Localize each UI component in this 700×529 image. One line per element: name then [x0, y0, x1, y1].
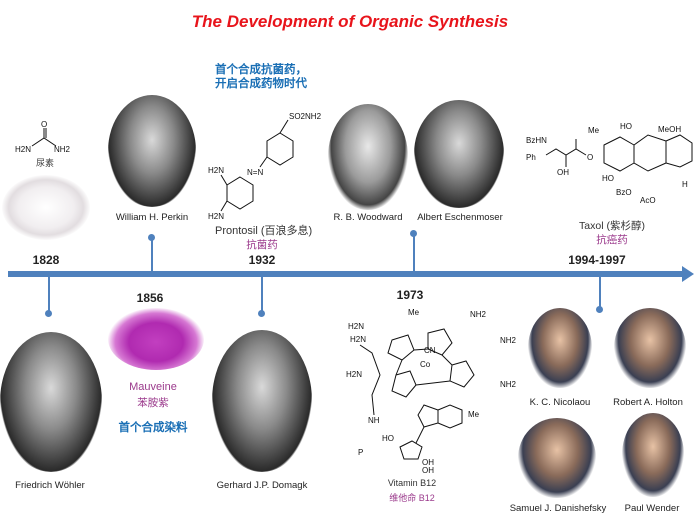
name-wender: Paul Wender: [624, 503, 680, 514]
mauveine-note: 首个合成染料: [118, 422, 188, 434]
atom-label: Co: [420, 360, 431, 369]
vitamin-b12-structure: Co CN H2N NH2 NH2 H2N NH2 H2N NH Me Me H…: [346, 308, 517, 475]
atom-label: AcO: [640, 196, 656, 205]
name-perkin: William H. Perkin: [115, 212, 189, 223]
atom-label: OH: [422, 458, 434, 467]
atom-label: O: [587, 153, 593, 162]
atom-label: HO: [382, 434, 394, 443]
diagram-title: The Development of Organic Synthesis: [191, 12, 509, 31]
atom-label: BzHN: [526, 136, 547, 145]
connector-dot-1932: [258, 310, 265, 317]
atom-label: MeOH: [658, 125, 681, 134]
atom-label: NH2: [470, 310, 487, 319]
atom-label: Ph: [526, 153, 536, 162]
connector-1828: [48, 277, 50, 313]
portrait-eschenmoser: [414, 100, 504, 208]
name-domagk: Gerhard J.P. Domagk: [216, 480, 308, 491]
portrait-perkin: [108, 95, 196, 207]
connector-dot-1973: [410, 230, 417, 237]
name-eschenmoser: Albert Eschenmoser: [417, 212, 503, 223]
atom-label: H2N: [208, 212, 224, 221]
year-1856: 1856: [136, 291, 164, 305]
atom-label: H: [682, 180, 688, 189]
b12-name: Vitamin B12: [387, 478, 437, 488]
connector-dot-1828: [45, 310, 52, 317]
mauveine-name: Mauveine: [129, 381, 177, 393]
atom-label: O: [41, 120, 47, 129]
portrait-wender: [622, 413, 684, 497]
portrait-holton: [614, 308, 686, 388]
connector-dot-1856: [148, 234, 155, 241]
atom-label: P: [358, 448, 363, 457]
year-1973: 1973: [396, 288, 424, 302]
urea-label: 尿素: [35, 158, 54, 168]
atom-label: NH2: [500, 380, 517, 389]
atom-label: H2N: [15, 145, 31, 154]
name-nicolaou: K. C. Nicolaou: [529, 397, 591, 408]
prontosil-name: Prontosil (百浪多息): [215, 225, 313, 237]
prontosil-note-line1: 首个合成抗菌药，: [215, 64, 307, 76]
atom-label: HO: [620, 122, 632, 131]
portrait-woodward: [328, 104, 408, 210]
atom-label: NH: [368, 416, 380, 425]
mauveine-powder-image: [108, 308, 204, 370]
prontosil-note: 首个合成抗菌药， 开启合成药物时代: [215, 63, 307, 91]
atom-label: Me: [468, 410, 480, 419]
year-1994-1997: 1994-1997: [568, 253, 626, 267]
atom-label: H2N: [208, 166, 224, 175]
name-woodward: R. B. Woodward: [333, 212, 403, 223]
connector-dot-1994: [596, 306, 603, 313]
urea-powder-image: [2, 175, 90, 240]
urea-structure: O H2N NH2: [15, 120, 71, 154]
year-1932: 1932: [248, 253, 276, 267]
portrait-domagk: [212, 330, 312, 472]
atom-label: HO: [602, 174, 614, 183]
timeline-axis: [8, 271, 684, 277]
atom-label: N=N: [247, 168, 263, 177]
atom-label: H2N: [350, 335, 366, 344]
name-danishefsky: Samuel J. Danishefsky: [509, 503, 607, 514]
portrait-nicolaou: [528, 308, 592, 388]
atom-label: NH2: [54, 145, 71, 154]
taxol-structure: BzHN Ph OH O Me HO MeOH HO BzO AcO H: [526, 122, 693, 205]
year-1828: 1828: [32, 253, 60, 267]
taxol-name: Taxol (紫杉醇): [579, 220, 645, 232]
mauveine-cn: 苯胺紫: [137, 397, 169, 409]
connector-1932: [261, 277, 263, 313]
taxol-cn: 抗癌药: [596, 234, 628, 246]
portrait-wohler: [0, 332, 102, 472]
timeline-arrowhead: [682, 266, 694, 282]
atom-label: OH: [422, 466, 434, 475]
prontosil-structure: SO2NH2 N=N H2N H2N: [208, 112, 322, 221]
atom-label: OH: [557, 168, 569, 177]
name-wohler: Friedrich Wöhler: [15, 480, 85, 491]
b12-cn: 维他命 B12: [389, 493, 435, 503]
atom-label: Me: [408, 308, 420, 317]
name-holton: Robert A. Holton: [613, 397, 683, 408]
connector-1994: [599, 277, 601, 309]
atom-label: BzO: [616, 188, 632, 197]
prontosil-cn: 抗菌药: [246, 239, 278, 251]
connector-1856: [151, 238, 153, 272]
atom-label: H2N: [348, 322, 364, 331]
connector-1973: [413, 234, 415, 272]
atom-label: SO2NH2: [289, 112, 322, 121]
prontosil-note-line2: 开启合成药物时代: [215, 78, 307, 90]
portrait-danishefsky: [518, 418, 596, 498]
atom-label: H2N: [346, 370, 362, 379]
atom-label: NH2: [500, 336, 517, 345]
atom-label: Me: [588, 126, 600, 135]
atom-label: CN: [424, 346, 436, 355]
